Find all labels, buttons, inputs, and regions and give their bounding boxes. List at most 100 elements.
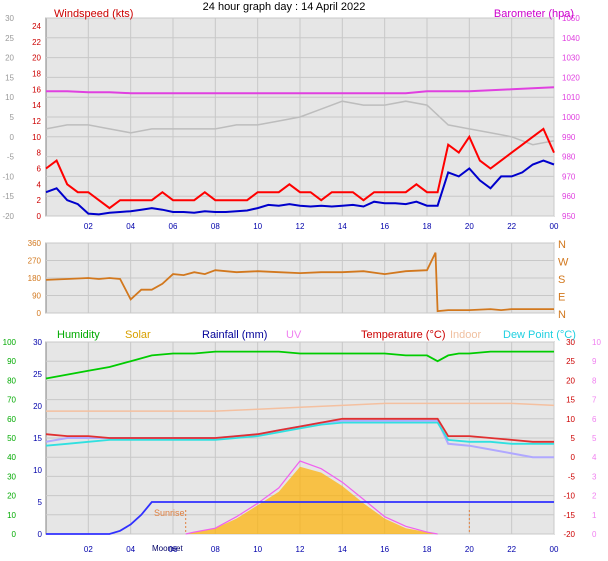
- wind-time-tick-label: 00: [550, 222, 559, 231]
- legend-indoor: Indoor: [450, 329, 482, 341]
- compass-tick-label: S: [558, 274, 565, 286]
- temperature-tick-label: 20: [566, 376, 575, 385]
- barometer-tick-label: 1020: [562, 73, 580, 82]
- humidity-tick-label: 50: [7, 434, 16, 443]
- humidity-tick-label: 70: [7, 396, 16, 405]
- windspeed-tick-label: 8: [37, 149, 42, 158]
- rainfall-tick-label: 25: [33, 370, 42, 379]
- atmosphere-time-tick-label: 06: [169, 545, 178, 554]
- barometer-tick-label: 950: [562, 212, 576, 221]
- rainfall-tick-label: 0: [38, 530, 43, 539]
- grey-scale-tick-label: -15: [2, 192, 14, 201]
- temperature-line: [45, 417, 554, 443]
- temperature-tick-label: -15: [563, 511, 575, 520]
- wind-time-tick-label: 20: [465, 222, 474, 231]
- windspeed-tick-label: 10: [32, 133, 41, 142]
- direction-panel-series: [45, 252, 554, 313]
- legend-solar: Solar: [125, 329, 151, 341]
- atmosphere-time-tick-label: 14: [338, 545, 347, 554]
- barometer-axis-label: Barometer (hpa): [494, 8, 574, 20]
- atmosphere-time-tick-label: 02: [84, 545, 93, 554]
- windspeed-tick-label: 6: [37, 164, 42, 173]
- uv-tick-label: 8: [592, 376, 597, 385]
- temperature-tick-label: -10: [563, 492, 575, 501]
- barometer-tick-label: 960: [562, 192, 576, 201]
- uv-tick-label: 1: [592, 511, 597, 520]
- wind-time-tick-label: 22: [507, 222, 516, 231]
- wind-time-tick-label: 16: [380, 222, 389, 231]
- wind-time-tick-label: 14: [338, 222, 347, 231]
- wind-time-tick-label: 12: [296, 222, 305, 231]
- legend-humidity: Humidity: [57, 329, 100, 341]
- humidity-tick-label: 10: [7, 511, 16, 520]
- atmosphere-time-tick-label: 20: [465, 545, 474, 554]
- grey-scale-tick-label: -10: [2, 172, 14, 181]
- atmosphere-time-tick-label: 12: [296, 545, 305, 554]
- wind-panel-axes: 1050104010301020101010009909809709609503…: [2, 14, 580, 231]
- compass-tick-label: W: [558, 257, 569, 269]
- compass-tick-label: N: [558, 309, 566, 321]
- barometer-tick-label: 990: [562, 133, 576, 142]
- compass-tick-label: N: [558, 239, 566, 251]
- wind-time-tick-label: 10: [253, 222, 262, 231]
- indoor-line: [46, 402, 555, 412]
- uv-tick-label: 2: [592, 492, 597, 501]
- windspeed-tick-label: 2: [37, 196, 42, 205]
- rainfall-tick-label: 10: [33, 466, 42, 475]
- grey-scale-tick-label: 5: [10, 113, 15, 122]
- atmosphere-time-tick-label: 22: [507, 545, 516, 554]
- barometer-tick-label: 1000: [562, 113, 580, 122]
- temperature-tick-label: 30: [566, 338, 575, 347]
- temperature-tick-label: -5: [568, 472, 576, 481]
- humidity-tick-label: 20: [7, 492, 16, 501]
- uv-tick-label: 3: [592, 472, 597, 481]
- temperature-tick-label: 5: [571, 434, 576, 443]
- wind-time-tick-label: 08: [211, 222, 220, 231]
- windspeed-tick-label: 16: [32, 85, 41, 94]
- wind-direction-line: [45, 252, 554, 313]
- temperature-tick-label: 15: [566, 396, 575, 405]
- wind-panel-series: [45, 86, 555, 216]
- uv-tick-label: 0: [592, 530, 597, 539]
- page-title: 24 hour graph day : 14 April 2022: [203, 1, 366, 13]
- barometer-line: [46, 86, 555, 95]
- atmosphere-time-tick-label: 16: [380, 545, 389, 554]
- direction-tick-label: 0: [37, 309, 42, 318]
- uv-tick-label: 7: [592, 396, 597, 405]
- legend-rainfall: Rainfall (mm): [202, 329, 267, 341]
- grey-scale-tick-label: -5: [7, 153, 15, 162]
- windspeed-tick-label: 18: [32, 69, 41, 78]
- grey-scale-tick-label: 10: [5, 93, 14, 102]
- atmosphere-time-tick-label: 10: [253, 545, 262, 554]
- sunrise-annotation: Sunrise: [154, 508, 185, 518]
- atmosphere-time-tick-label: 18: [423, 545, 432, 554]
- uv-tick-label: 5: [592, 434, 597, 443]
- uv-line: [185, 460, 438, 535]
- humidity-tick-label: 0: [12, 530, 17, 539]
- temperature-tick-label: 25: [566, 357, 575, 366]
- uv-tick-label: 4: [592, 453, 597, 462]
- windspeed-tick-label: 12: [32, 117, 41, 126]
- windspeed-tick-label: 24: [32, 22, 41, 31]
- wind-gust-line: [45, 127, 555, 210]
- barometer-tick-label: 1050: [562, 14, 580, 23]
- solar-area: [185, 466, 438, 534]
- grey-scale-tick-label: 20: [5, 54, 14, 63]
- direction-tick-label: 270: [28, 257, 42, 266]
- windspeed-tick-label: 4: [37, 180, 42, 189]
- humidity-tick-label: 40: [7, 453, 16, 462]
- humidity-tick-label: 60: [7, 415, 16, 424]
- compass-tick-label: E: [558, 292, 565, 304]
- barometer-tick-label: 980: [562, 153, 576, 162]
- atmosphere-panel-series: [45, 350, 555, 535]
- uv-tick-label: 10: [592, 338, 601, 347]
- direction-panel-grid: [46, 242, 555, 314]
- humidity-tick-label: 80: [7, 376, 16, 385]
- windspeed-axis-label: Windspeed (kts): [54, 8, 133, 20]
- legend-dew-point: Dew Point (°C): [503, 329, 576, 341]
- barometer-tick-label: 970: [562, 172, 576, 181]
- dew-point-line: [45, 421, 554, 447]
- wind-time-tick-label: 04: [126, 222, 135, 231]
